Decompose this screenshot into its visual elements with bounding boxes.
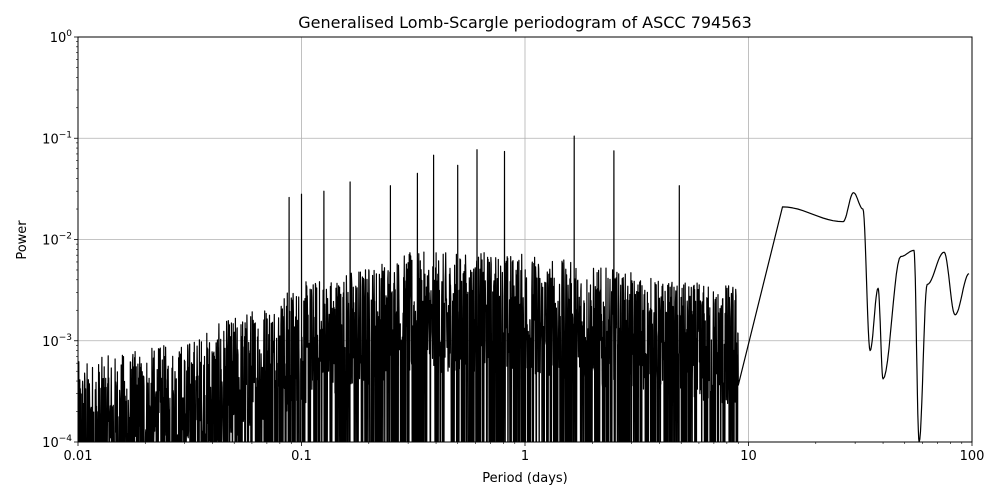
x-tick-label: 10 <box>740 449 757 464</box>
x-axis-ticks: 0.01 0.1 1 10 100 <box>64 442 985 464</box>
y-tick-label: 10−2 <box>42 232 72 249</box>
y-tick-label: 10−1 <box>42 130 72 147</box>
y-axis-ticks: 10−4 10−3 10−2 10−1 100 <box>42 29 78 451</box>
plot-area <box>78 135 970 442</box>
y-tick-label: 10−3 <box>42 333 72 350</box>
x-tick-label: 0.01 <box>64 449 93 464</box>
x-tick-label: 0.1 <box>291 449 312 464</box>
chart-title: Generalised Lomb-Scargle periodogram of … <box>298 13 752 32</box>
periodogram-line <box>78 135 970 442</box>
x-tick-label: 1 <box>521 449 529 464</box>
y-tick-label: 10−4 <box>42 434 72 451</box>
x-axis-label: Period (days) <box>482 471 568 486</box>
x-tick-label: 100 <box>960 449 985 464</box>
y-axis-label: Power <box>15 220 30 260</box>
y-tick-label: 100 <box>50 29 73 46</box>
